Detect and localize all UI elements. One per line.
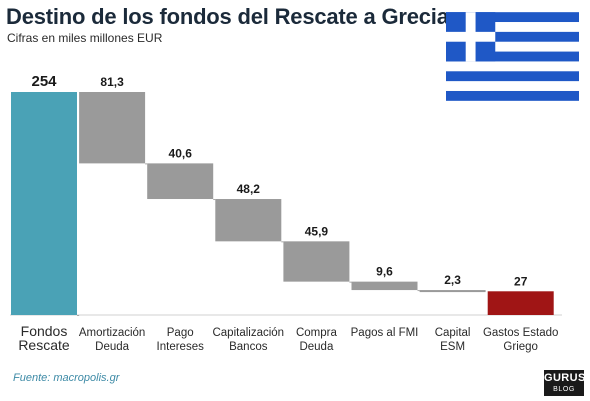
greek-flag-icon bbox=[446, 12, 579, 101]
waterfall-bar bbox=[215, 199, 282, 242]
category-label: Bancos bbox=[229, 341, 268, 353]
gurus-blog-logo: GURUS BLOG bbox=[544, 370, 586, 396]
data-label: 254 bbox=[31, 73, 57, 90]
category-label: Capitalización bbox=[212, 327, 284, 339]
data-label: 40,6 bbox=[169, 146, 193, 160]
waterfall-bar bbox=[419, 290, 486, 293]
category-label: Deuda bbox=[95, 341, 129, 353]
data-label: 9,6 bbox=[376, 265, 393, 279]
chart-title: Destino de los fondos del Rescate a Grec… bbox=[6, 4, 449, 29]
waterfall-bar bbox=[283, 241, 350, 282]
waterfall-bar bbox=[487, 291, 554, 315]
data-label: 2,3 bbox=[444, 273, 461, 287]
category-label: Griego bbox=[503, 341, 538, 353]
logo-text: GURUS bbox=[544, 372, 586, 384]
category-label: Deuda bbox=[299, 341, 333, 353]
logo-subtext: BLOG bbox=[553, 386, 575, 393]
data-label: 45,9 bbox=[305, 224, 329, 238]
category-label: Pago bbox=[167, 327, 194, 339]
waterfall-bar bbox=[11, 92, 77, 315]
category-label: Amortización bbox=[79, 327, 145, 339]
waterfall-bar bbox=[147, 163, 214, 200]
category-label: Fondos bbox=[21, 323, 68, 339]
waterfall-bar bbox=[351, 281, 418, 291]
category-label: Rescate bbox=[18, 337, 70, 353]
waterfall-bar bbox=[79, 92, 146, 164]
category-label: Capital bbox=[435, 327, 471, 339]
category-label: Gastos Estado bbox=[483, 327, 558, 339]
data-label: 27 bbox=[514, 274, 528, 288]
source-note: Fuente: macropolis.gr bbox=[13, 372, 120, 384]
category-label: Pagos al FMI bbox=[351, 327, 419, 339]
data-label: 48,2 bbox=[237, 182, 261, 196]
category-label: ESM bbox=[440, 341, 465, 353]
category-label: Intereses bbox=[157, 341, 205, 353]
data-label: 81,3 bbox=[100, 75, 124, 89]
category-label: Compra bbox=[296, 327, 338, 339]
chart-subtitle: Cifras en miles millones EUR bbox=[7, 31, 163, 45]
